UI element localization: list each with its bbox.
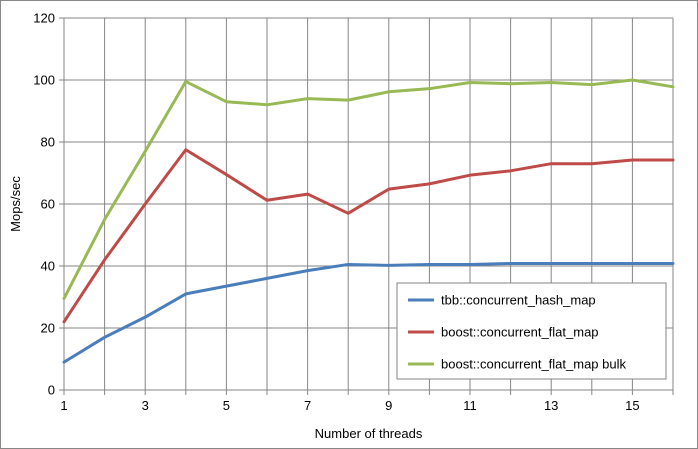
y-tick-label: 20	[41, 321, 55, 336]
y-tick-label: 120	[33, 11, 55, 26]
x-tick-label: 3	[142, 398, 149, 413]
y-tick-label: 0	[48, 383, 55, 398]
y-tick-label: 60	[41, 197, 55, 212]
y-tick-label: 100	[33, 73, 55, 88]
series-line-2	[62, 148, 675, 324]
y-tick-label: 40	[41, 259, 55, 274]
series-lines	[62, 78, 675, 364]
legend-label-1: tbb::concurrent_hash_map	[441, 293, 596, 308]
legend-label-2: boost::concurrent_flat_map	[441, 325, 599, 340]
x-tick-label: 13	[544, 398, 558, 413]
legend-label-3: boost::concurrent_flat_map bulk	[441, 357, 626, 372]
x-axis-title: Number of threads	[315, 426, 423, 441]
x-tick-label: 15	[625, 398, 639, 413]
x-tick-label: 1	[60, 398, 67, 413]
legend: tbb::concurrent_hash_mapboost::concurren…	[396, 282, 667, 380]
legend-box	[396, 282, 667, 380]
x-tick-label: 5	[223, 398, 230, 413]
x-tick-label: 7	[304, 398, 311, 413]
x-tick-label: 11	[463, 398, 477, 413]
x-tick-label: 9	[385, 398, 392, 413]
series-line-3	[62, 78, 675, 301]
y-axis-title: Mops/sec	[8, 176, 23, 232]
series-line-1	[62, 262, 675, 364]
y-tick-label: 80	[41, 135, 55, 150]
